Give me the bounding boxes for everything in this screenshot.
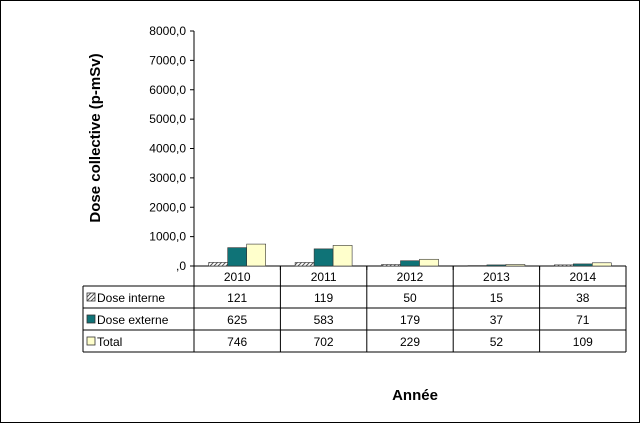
y-axis-label: Dose collective (p-mSv) [87,53,104,222]
x-category-label: 2014 [569,270,596,284]
x-category-label: 2010 [224,270,251,284]
bar-dose-interne-2010 [208,262,228,267]
legend-label-dose-externe: Dose externe [97,313,169,327]
legend-swatch-dose-interne [86,292,96,302]
x-category-label: 2011 [311,270,337,284]
data-table-cell: 121 [227,291,247,305]
bar-total-2013 [505,264,526,267]
y-tick-label: ,0 [176,259,186,273]
data-table-cell: 583 [314,313,334,327]
legend-label-dose-interne: Dose interne [97,291,165,305]
bar-total-2011 [332,245,353,267]
data-table-cell: 38 [576,291,590,305]
bar-dose-interne-2014 [553,264,574,267]
bar-total-2010 [246,243,266,267]
y-tick-label: 7000,0 [149,53,186,67]
bar-dose-interne-2011 [294,262,315,267]
y-tick-label: 8000,0 [149,24,186,38]
bar-dose-externe-2011 [313,248,334,267]
data-table-cell: 625 [227,313,247,327]
data-table-cell: 52 [490,335,504,349]
legend-label-total: Total [97,335,122,349]
data-table-cell: 119 [314,291,333,305]
data-table-cell: 50 [403,291,417,305]
y-tick-label: 2000,0 [149,200,186,214]
y-tick-label: 3000,0 [149,171,186,185]
legend-swatch-total [86,336,96,346]
data-table-cell: 71 [576,313,590,327]
data-table-cell: 37 [490,313,504,327]
bar-total-2012 [419,258,439,267]
data-table-cell: 746 [227,335,247,349]
x-category-label: 2012 [397,270,424,284]
x-category-label: 2013 [483,270,510,284]
legend-swatch-dose-externe [86,314,96,324]
bar-dose-interne-2012 [381,264,401,267]
bar-dose-externe-2014 [572,263,593,267]
data-table-cell: 229 [400,335,420,349]
bar-dose-externe-2013 [486,264,507,267]
bar-dose-externe-2010 [227,247,247,267]
data-table-cell: 109 [573,335,593,349]
y-tick-label: 4000,0 [149,142,186,156]
bar-total-2014 [591,262,612,267]
y-tick-label: 5000,0 [149,112,186,126]
data-table-cell: 702 [314,335,334,349]
data-table-cell: 15 [490,291,504,305]
x-axis-label: Année [392,387,438,404]
y-tick-label: 6000,0 [149,83,186,97]
data-table-cell: 179 [400,313,420,327]
bar-dose-externe-2012 [400,260,420,267]
y-tick-label: 1000,0 [149,230,186,244]
